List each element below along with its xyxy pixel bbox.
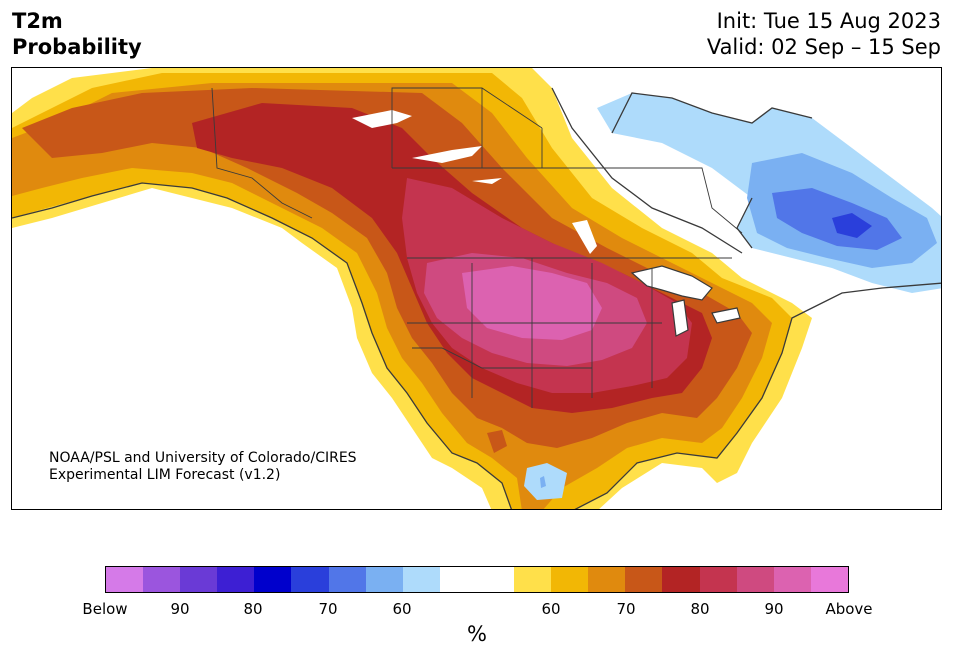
product-label: Probability [12, 35, 142, 59]
tick-label-90-above: 90 [764, 600, 784, 618]
coastlines [12, 87, 941, 509]
colorbar-swatch [291, 567, 329, 592]
colorbar-swatch [551, 567, 589, 592]
colorbar-swatch [588, 567, 626, 592]
tick-label-70-above: 70 [616, 600, 636, 618]
great-slave-lake [352, 110, 412, 128]
credit-line-2: Experimental LIM Forecast (v1.2) [49, 467, 281, 483]
colorbar-swatch [254, 567, 292, 592]
credit-line-1: NOAA/PSL and University of Colorado/CIRE… [49, 450, 357, 466]
colorbar-swatch [143, 567, 181, 592]
hudson-bay [623, 68, 772, 123]
tick-label-above: Above [825, 600, 873, 618]
colorbar-swatch [514, 567, 552, 592]
small-lake [472, 178, 502, 184]
credit-text: NOAA/PSL and University of Colorado/CIRE… [49, 450, 357, 484]
colorbar-swatch [365, 567, 403, 592]
colorbar-swatch [402, 567, 440, 592]
map-panel [11, 67, 942, 510]
valid-range: Valid: 02 Sep – 15 Sep [706, 35, 941, 59]
colorbar-swatch [439, 567, 477, 592]
colorbar-swatch [328, 567, 366, 592]
shade-90-below [832, 213, 872, 238]
init-date: Init: Tue 15 Aug 2023 [716, 9, 941, 33]
tick-label-80-below: 80 [243, 600, 263, 618]
colorbar [105, 566, 849, 593]
tick-label-below: Below [82, 600, 128, 618]
shade-mexico-below [524, 463, 567, 500]
tick-label-90-below: 90 [170, 600, 190, 618]
tick-label-80-above: 80 [690, 600, 710, 618]
lake-winnipeg [572, 220, 597, 254]
colorbar-swatch [217, 567, 255, 592]
political-borders [211, 87, 743, 408]
colorbar-swatch [810, 567, 848, 592]
colorbar-unit: % [467, 622, 487, 646]
tick-label-70-below: 70 [318, 600, 338, 618]
colorbar-swatch [476, 567, 515, 592]
colorbar-swatch [699, 567, 737, 592]
colorbar-swatch [773, 567, 811, 592]
shade-mexico-below-core [540, 476, 546, 488]
variable-label: T2m [12, 9, 63, 33]
colorbar-swatch [736, 567, 774, 592]
shade-mexico-spot [487, 430, 507, 453]
great-bear-lake [412, 146, 482, 163]
colorbar-swatch [625, 567, 663, 592]
forecast-dates: Init: Tue 15 Aug 2023 Valid: 02 Sep – 15… [707, 8, 941, 60]
map-title: T2m Probability [12, 8, 142, 60]
colorbar-swatch [180, 567, 218, 592]
tick-label-60-below: 60 [392, 600, 412, 618]
tick-label-60-above: 60 [541, 600, 561, 618]
colorbar-swatch [106, 567, 144, 592]
colorbar-swatch [662, 567, 700, 592]
probability-map [12, 68, 941, 509]
